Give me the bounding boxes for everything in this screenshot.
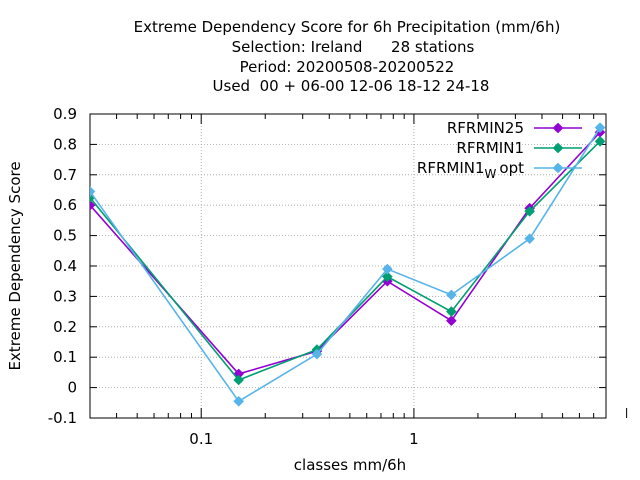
grid	[90, 114, 606, 418]
data-point	[382, 271, 393, 282]
legend-marker	[552, 122, 564, 134]
y-tick-label: 0.9	[53, 105, 77, 123]
y-tick-label: 0.4	[53, 257, 77, 275]
legend-item: RFRMIN1	[456, 139, 582, 157]
y-tick-label: 0.3	[53, 287, 77, 305]
data-point	[446, 289, 457, 301]
series-lines	[90, 122, 606, 407]
title-line-3: Period: 20200508-20200522	[240, 58, 455, 76]
legend-label: RFRMIN1W opt	[417, 159, 524, 181]
x-tick-label: 1	[409, 430, 419, 448]
legend: RFRMIN25 RFRMIN1 RFRMIN1W opt	[417, 119, 582, 181]
data-point	[233, 395, 244, 407]
data-point	[90, 199, 96, 211]
data-point	[524, 205, 535, 217]
x-tick-label: 0.1	[189, 430, 213, 448]
data-point	[594, 122, 606, 133]
y-tick-label: 0	[67, 379, 77, 397]
y-tick-label: 0.2	[53, 318, 77, 336]
data-point	[446, 306, 457, 317]
chart-title: Extreme Dependency Score for 6h Precipit…	[134, 18, 561, 95]
legend-item: RFRMIN1W opt	[417, 159, 582, 181]
legend-item: RFRMIN25	[447, 119, 582, 137]
data-point	[382, 263, 393, 275]
x-axis-ticks: 0.1 1	[116, 114, 628, 448]
y-tick-label: 0.8	[53, 135, 77, 153]
y-tick-label: 0.5	[53, 227, 77, 245]
data-point	[233, 374, 244, 386]
data-point	[524, 233, 535, 244]
legend-marker	[552, 162, 564, 174]
y-axis-label: Extreme Dependency Score	[6, 161, 24, 370]
legend-label: RFRMIN1	[456, 139, 524, 157]
y-tick-label: -0.1	[48, 409, 77, 427]
title-line-4: Used 00 + 06-00 12-06 18-12 24-18	[213, 77, 490, 95]
x-axis-label: classes mm/6h	[294, 456, 406, 474]
data-point	[446, 315, 457, 327]
y-tick-label: 0.7	[53, 166, 77, 184]
data-point	[594, 136, 606, 147]
data-point	[90, 186, 96, 197]
y-tick-label: 0.6	[53, 196, 77, 214]
legend-label: RFRMIN25	[447, 119, 524, 137]
legend-marker	[552, 142, 564, 154]
y-axis-ticks: -0.1 0 0.1 0.2 0.3 0.4 0.5 0.6 0.7 0.8 0.9	[48, 105, 606, 427]
y-tick-label: 0.1	[53, 348, 77, 366]
series-line	[90, 140, 601, 381]
title-line-1: Extreme Dependency Score for 6h Precipit…	[134, 18, 561, 36]
title-line-2: Selection: Ireland 28 stations	[232, 38, 475, 56]
data-point	[311, 348, 323, 360]
